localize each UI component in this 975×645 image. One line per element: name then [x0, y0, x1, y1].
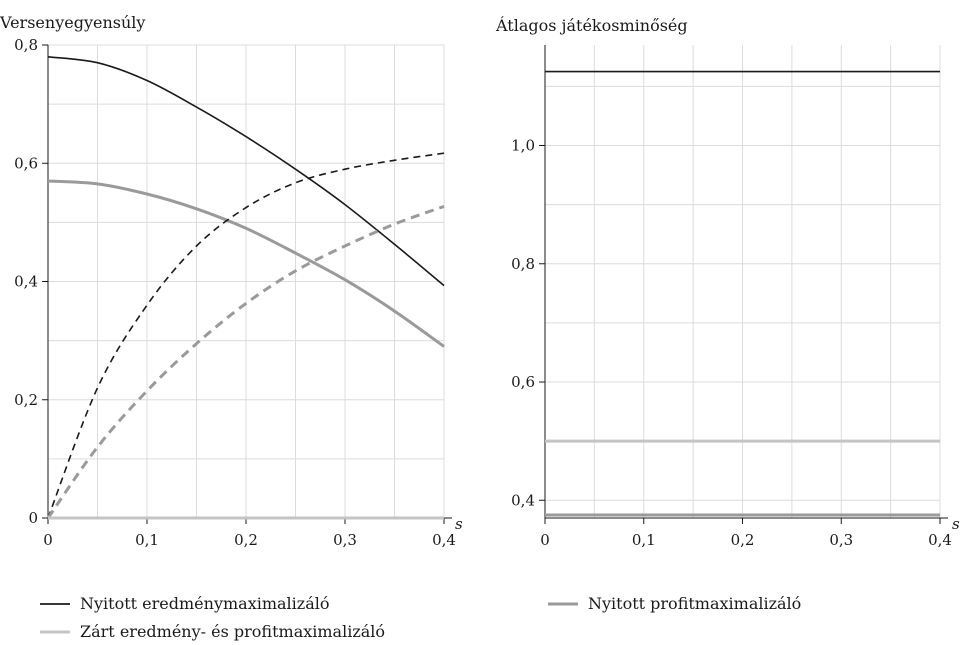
x-tick-label: 0	[43, 531, 53, 549]
series-line-open-profit	[47, 179, 445, 348]
x-axis-label-left: s	[455, 515, 463, 533]
x-tick-label: 0,1	[135, 531, 159, 549]
x-tick-label: 0,4	[432, 531, 456, 549]
y-tick-label: 0,8	[511, 255, 535, 273]
x-axis-label-right: s	[952, 515, 960, 533]
y-tick-label: 0,8	[14, 36, 38, 54]
legend-label-open-result: Nyitott eredménymaximalizáló	[80, 594, 330, 613]
panel-competitive-balance: Versenyegyensúly 0 0,1 0,2 0,3 0,4 0 0,2 0,4 0,6…	[0, 13, 463, 549]
series-line-open-result	[47, 56, 445, 287]
y-tick-label: 1,0	[511, 137, 535, 155]
legend-label-open-profit: Nyitott profitmaximalizáló	[588, 594, 801, 613]
y-tick-label: 0,6	[511, 373, 535, 391]
y-tick-label: 0,4	[511, 491, 535, 509]
chart-title-left: Versenyegyensúly	[0, 13, 145, 32]
y-tick-label: 0	[28, 509, 38, 527]
y-tick-label: 0,6	[14, 154, 38, 172]
y-tick-label: 0,4	[14, 273, 38, 291]
chart-title-right: Átlagos játékosminőség	[495, 15, 688, 35]
x-tick-label: 0	[540, 531, 550, 549]
legend-item-open-result: Nyitott eredménymaximalizáló	[40, 594, 330, 613]
x-tick-label: 0,4	[928, 531, 952, 549]
x-tick-label: 0,3	[829, 531, 853, 549]
x-tick-label: 0,1	[632, 531, 656, 549]
y-tick-label: 0,2	[14, 391, 38, 409]
legend-label-closed: Zárt eredmény- és profitmaximalizáló	[80, 622, 385, 641]
x-tick-label: 0,2	[234, 531, 258, 549]
x-tick-label: 0,2	[731, 531, 755, 549]
legend-item-closed: Zárt eredmény- és profitmaximalizáló	[40, 622, 385, 641]
series-line-open-result-dashed	[47, 152, 445, 519]
x-tick-label: 0,3	[333, 531, 357, 549]
panel-average-player-quality: Átlagos játékosminőség 0 0,1 0,2 0,3 0,4 0,4 0…	[495, 15, 960, 549]
series-line-open-profit-dashed	[46, 204, 445, 519]
grid-right	[544, 45, 941, 518]
grid-left	[47, 44, 445, 519]
legend: Nyitott eredménymaximalizáló Nyitott pro…	[40, 594, 801, 641]
legend-item-open-profit: Nyitott profitmaximalizáló	[548, 594, 801, 613]
